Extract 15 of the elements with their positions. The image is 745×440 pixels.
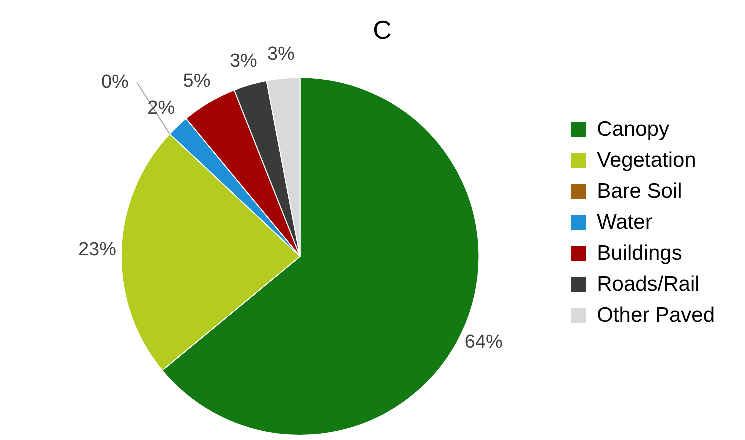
legend-label: Water <box>597 210 652 234</box>
legend-label: Bare Soil <box>597 180 682 203</box>
legend-label: Canopy <box>597 118 670 141</box>
legend-label: Roads/Rail <box>597 272 700 296</box>
legend-label: Other Paved <box>597 304 716 327</box>
data-label: 3% <box>230 50 258 72</box>
legend-label: Buildings <box>597 242 682 265</box>
text: 0% <box>101 72 129 94</box>
data-label: 23% <box>78 239 117 260</box>
legend-label: Vegetation <box>597 148 696 172</box>
data-label: 2% <box>148 98 176 119</box>
data-label: 5% <box>183 71 211 92</box>
data-label: 3% <box>267 44 296 65</box>
data-label: 64% <box>464 332 504 354</box>
chart-title: C <box>373 14 392 45</box>
